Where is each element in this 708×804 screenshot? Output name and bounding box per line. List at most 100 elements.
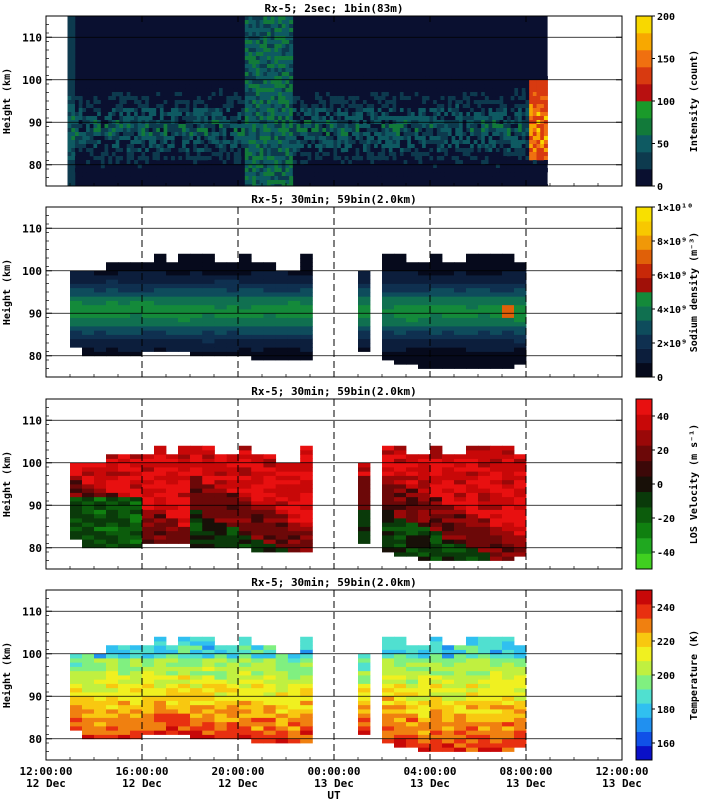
- data-cell: [466, 480, 478, 485]
- intensity-cell: [514, 160, 518, 164]
- intensity-cell: [267, 60, 271, 64]
- data-cell: [490, 539, 502, 544]
- data-cell: [478, 527, 490, 532]
- data-cell: [442, 262, 454, 267]
- intensity-cell: [175, 168, 179, 172]
- intensity-cell: [249, 40, 253, 44]
- data-cell: [430, 284, 442, 289]
- intensity-cell: [101, 96, 105, 100]
- data-cell: [130, 288, 142, 293]
- data-cell: [251, 339, 264, 344]
- intensity-cell: [311, 100, 315, 104]
- intensity-cell: [429, 124, 433, 128]
- data-cell: [358, 326, 370, 331]
- data-cell: [502, 356, 514, 361]
- intensity-cell: [160, 124, 164, 128]
- intensity-cell: [68, 112, 72, 116]
- data-cell: [502, 258, 514, 263]
- intensity-cell: [256, 156, 260, 160]
- intensity-cell: [470, 124, 474, 128]
- intensity-cell: [260, 48, 264, 52]
- intensity-cell: [525, 140, 529, 144]
- data-cell: [382, 326, 394, 331]
- data-cell: [466, 364, 478, 369]
- data-cell: [454, 556, 466, 561]
- intensity-cell: [500, 148, 504, 152]
- data-cell: [239, 522, 252, 527]
- intensity-cell: [245, 148, 249, 152]
- intensity-cell: [252, 128, 256, 132]
- intensity-cell: [90, 84, 94, 88]
- intensity-cell: [164, 104, 168, 108]
- data-cell: [502, 330, 514, 335]
- intensity-cell: [470, 172, 474, 176]
- intensity-cell: [127, 148, 131, 152]
- data-cell: [454, 454, 466, 459]
- intensity-cell: [285, 68, 289, 72]
- intensity-cell: [145, 140, 149, 144]
- intensity-cell: [215, 104, 219, 108]
- intensity-cell: [123, 140, 127, 144]
- data-cell: [382, 531, 394, 536]
- data-cell: [251, 535, 264, 540]
- data-cell: [154, 471, 166, 476]
- intensity-cell: [197, 168, 201, 172]
- intensity-cell: [533, 132, 537, 136]
- intensity-cell: [130, 148, 134, 152]
- colorbar-tick-label: 20: [657, 446, 669, 457]
- data-cell: [227, 330, 240, 335]
- intensity-cell: [130, 96, 134, 100]
- intensity-cell: [474, 84, 478, 88]
- intensity-cell: [525, 104, 529, 108]
- intensity-cell: [108, 100, 112, 104]
- intensity-cell: [466, 132, 470, 136]
- intensity-cell: [345, 160, 349, 164]
- data-cell: [276, 467, 289, 472]
- intensity-cell: [79, 128, 83, 132]
- intensity-cell: [79, 136, 83, 140]
- data-cell: [106, 318, 118, 323]
- intensity-cell: [415, 80, 419, 84]
- intensity-cell: [197, 140, 201, 144]
- data-cell: [94, 313, 106, 318]
- data-cell: [394, 305, 406, 310]
- data-cell: [94, 709, 106, 714]
- data-cell: [466, 535, 478, 540]
- intensity-cell: [463, 136, 467, 140]
- data-cell: [227, 292, 240, 297]
- data-cell: [142, 514, 154, 519]
- data-cell: [418, 454, 430, 459]
- data-cell: [276, 488, 289, 493]
- data-cell: [300, 514, 313, 519]
- intensity-cell: [93, 152, 97, 156]
- intensity-cell: [293, 88, 297, 92]
- intensity-cell: [293, 152, 297, 156]
- intensity-cell: [178, 132, 182, 136]
- intensity-cell: [186, 140, 190, 144]
- intensity-cell: [141, 156, 145, 160]
- data-cell: [502, 510, 514, 515]
- intensity-cell: [466, 148, 470, 152]
- data-cell: [94, 275, 106, 280]
- intensity-cell: [337, 148, 341, 152]
- intensity-cell: [330, 140, 334, 144]
- intensity-cell: [356, 112, 360, 116]
- intensity-cell: [82, 140, 86, 144]
- data-cell: [166, 343, 178, 348]
- intensity-cell: [193, 144, 197, 148]
- intensity-cell: [282, 148, 286, 152]
- intensity-cell: [186, 84, 190, 88]
- data-cell: [142, 454, 154, 459]
- intensity-cell: [466, 84, 470, 88]
- intensity-cell: [260, 144, 264, 148]
- intensity-cell: [127, 128, 131, 132]
- intensity-cell: [289, 136, 293, 140]
- data-cell: [514, 518, 526, 523]
- intensity-cell: [411, 104, 415, 108]
- intensity-cell: [75, 96, 79, 100]
- intensity-cell: [511, 144, 515, 148]
- intensity-cell: [433, 128, 437, 132]
- intensity-cell: [219, 136, 223, 140]
- data-cell: [442, 275, 454, 280]
- intensity-cell: [215, 136, 219, 140]
